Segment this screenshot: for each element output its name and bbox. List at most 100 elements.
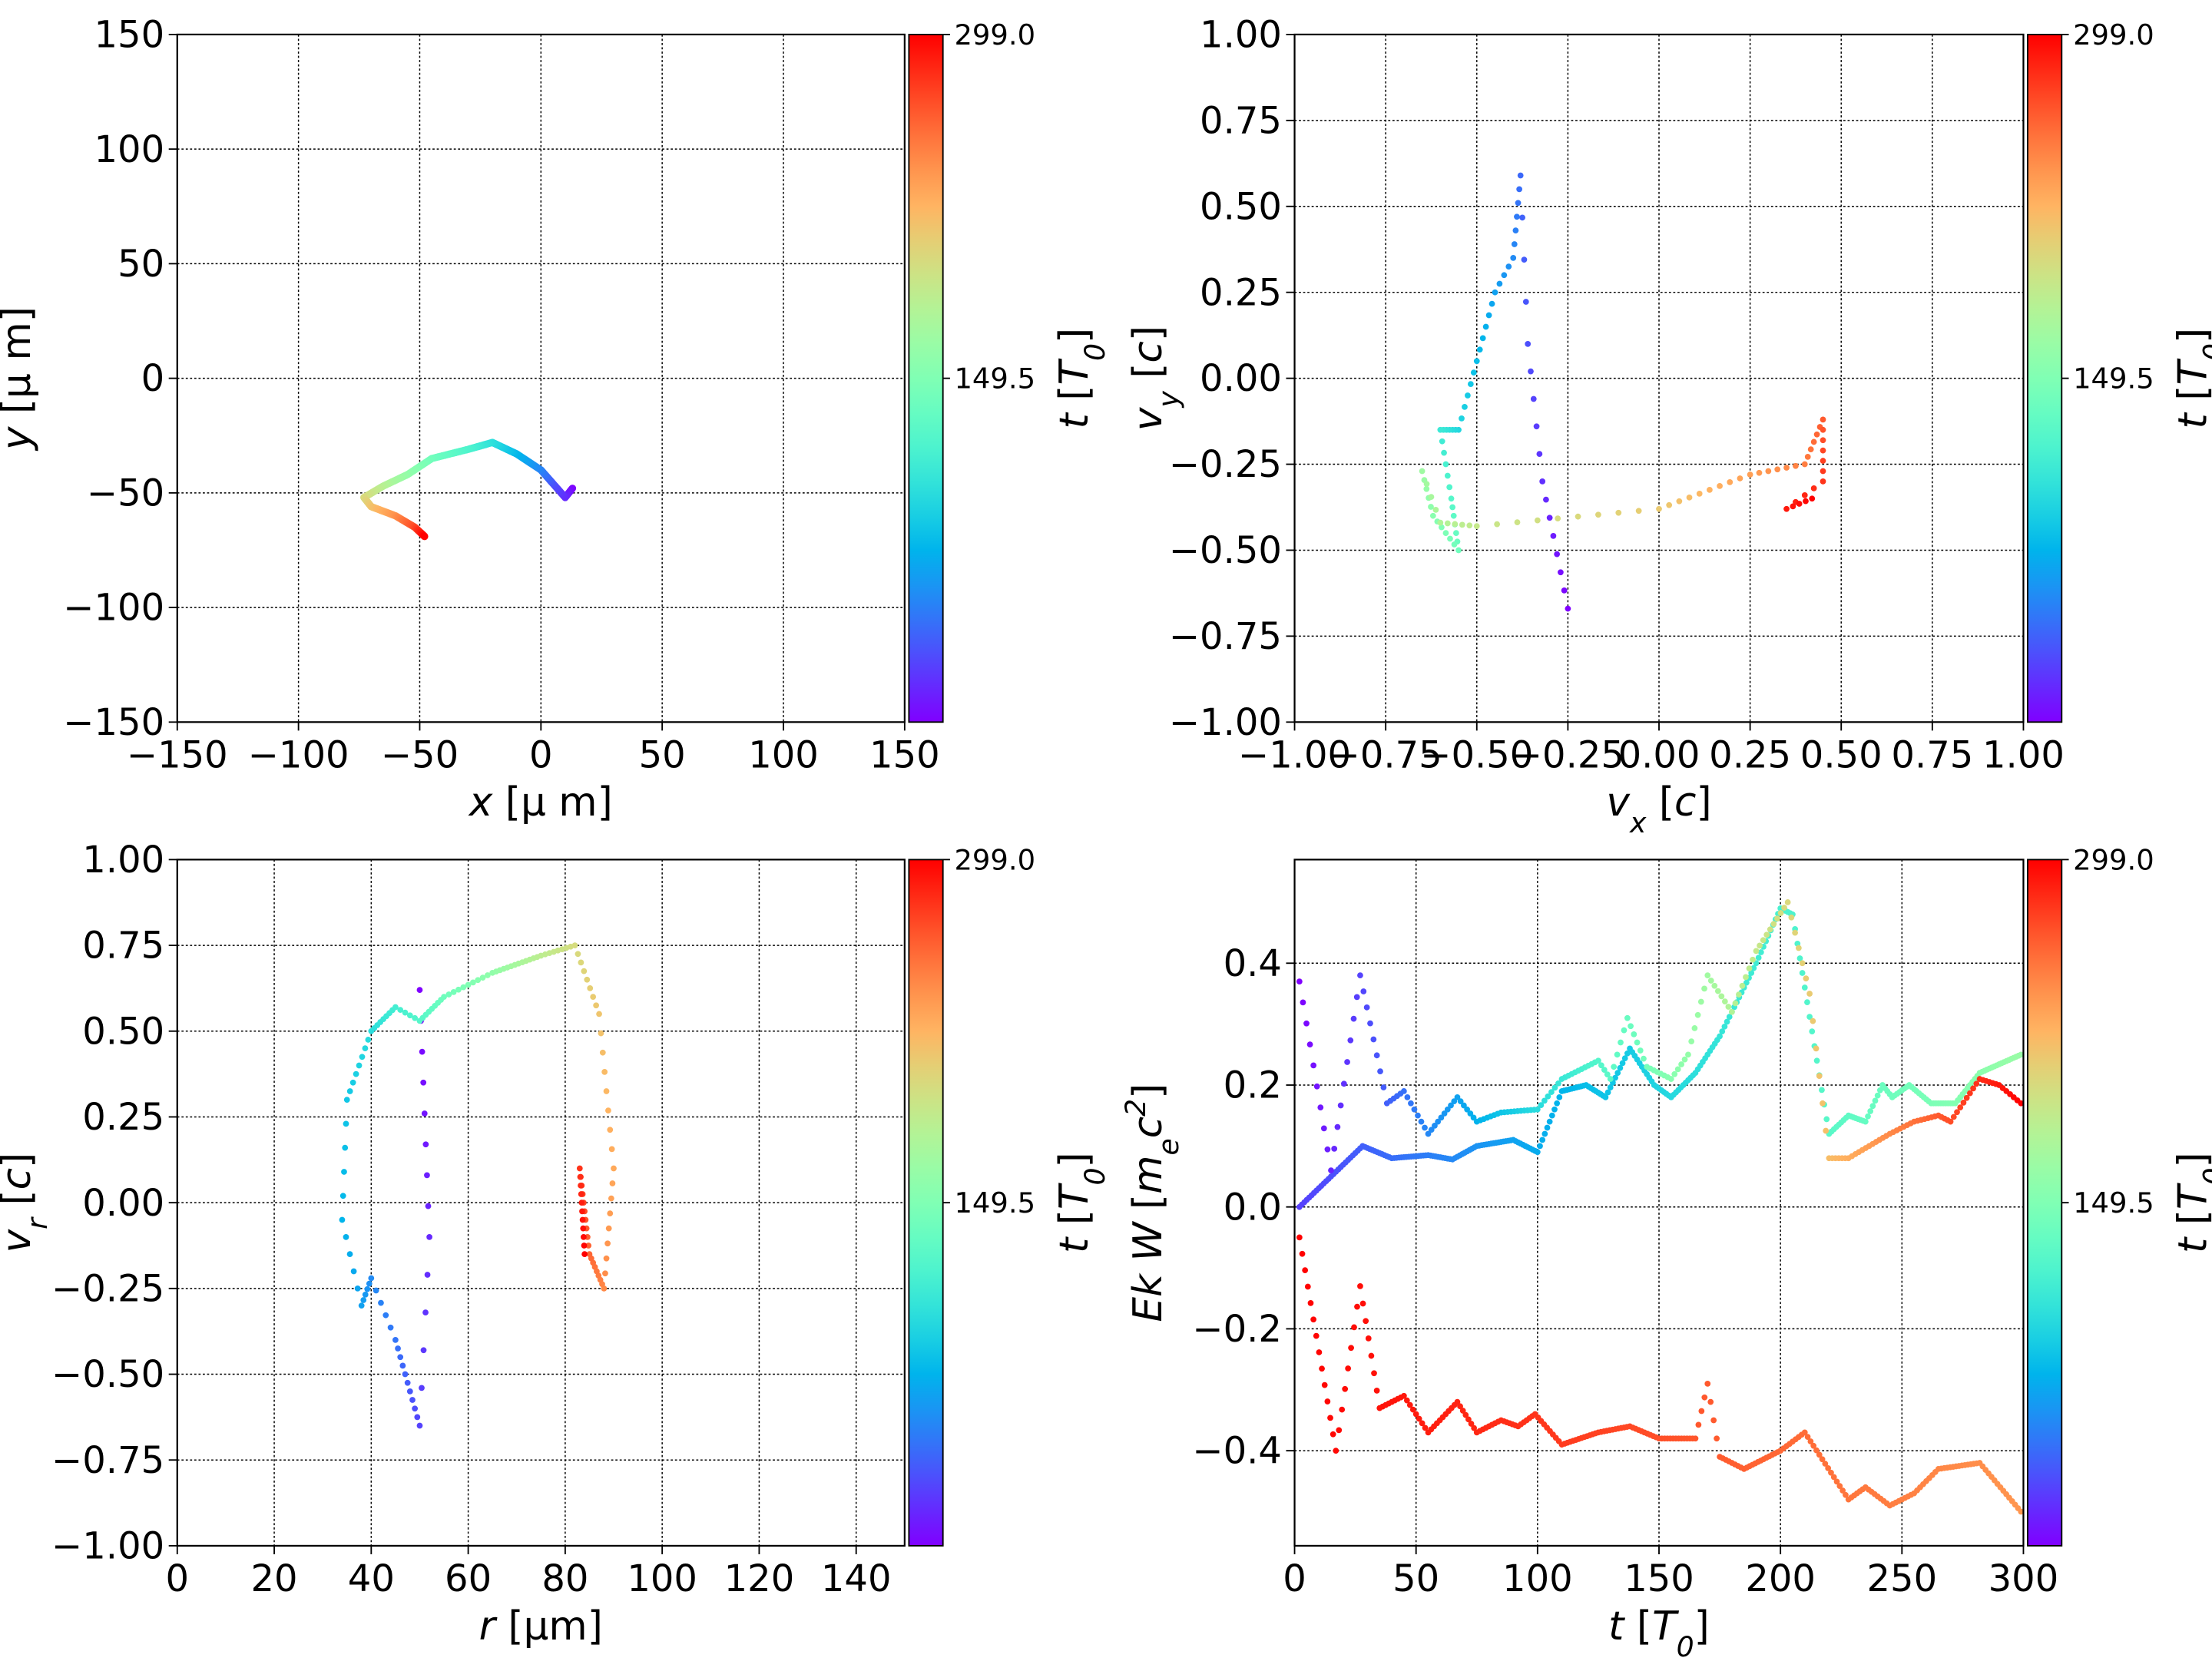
data-point	[1727, 479, 1734, 485]
data-point	[1448, 495, 1455, 502]
data-point	[1615, 509, 1622, 516]
y-tick-label: 1.00	[82, 839, 164, 882]
data-point	[1822, 1461, 1829, 1467]
data-point	[1488, 300, 1495, 307]
data-point	[1704, 972, 1711, 979]
data-point	[599, 1049, 606, 1056]
y-tick-label: 0.50	[1200, 185, 1282, 228]
data-point	[1820, 437, 1826, 444]
colorbar-gradient	[2027, 859, 2063, 1547]
data-point	[1492, 289, 1498, 296]
y-tick-label: 0.75	[82, 925, 164, 968]
data-point	[1432, 506, 1439, 513]
data-point	[1494, 521, 1501, 528]
data-point	[1801, 1429, 1808, 1436]
data-point	[1810, 1017, 1816, 1024]
data-point	[1565, 605, 1571, 612]
colorbar-tick-label: 299.0	[954, 18, 1035, 51]
data-point	[1459, 1408, 1466, 1414]
data-point	[1470, 369, 1477, 376]
x-tick-label: 120	[724, 1557, 795, 1600]
y-axis-label-part: [	[0, 1190, 40, 1218]
chart-panel-4: 0 50 100 150 200 250 300−0.4−0.20.00.20.4t [T0…	[1119, 843, 2212, 1663]
data-point	[1438, 1114, 1445, 1121]
data-point	[1777, 910, 1784, 916]
data-point	[1960, 1100, 1967, 1106]
data-point	[579, 1216, 586, 1223]
data-point	[1750, 965, 1757, 971]
x-tick-label: 50	[639, 733, 686, 776]
data-point	[1674, 1066, 1681, 1073]
data-point	[605, 1107, 611, 1113]
data-point	[1331, 1146, 1338, 1152]
data-point	[404, 1379, 411, 1386]
colorbar-label-part: 0	[2197, 1167, 2212, 1185]
y-tick-label: −0.75	[1169, 615, 1282, 658]
y-tick-label: −150	[63, 701, 164, 744]
data-point	[1448, 1102, 1454, 1109]
data-point	[373, 1287, 379, 1294]
data-point	[1726, 1014, 1733, 1020]
series-radial-velocity	[339, 942, 617, 1429]
data-point	[1717, 483, 1723, 489]
data-point	[1607, 1076, 1614, 1082]
data-point	[1604, 1071, 1611, 1077]
y-axis-label-part: r	[20, 1216, 53, 1229]
data-point	[2018, 1100, 2025, 1107]
colorbar: 149.5 299.0 t [T0]	[908, 18, 1111, 723]
data-point	[1792, 929, 1799, 936]
data-point	[1554, 1100, 1561, 1107]
data-point	[1548, 1112, 1555, 1119]
data-point	[1453, 530, 1459, 536]
data-point	[1602, 1094, 1609, 1100]
data-point	[1635, 508, 1642, 515]
data-point	[1701, 985, 1707, 992]
y-tick-label: −50	[87, 472, 164, 515]
data-point	[578, 959, 584, 966]
data-point	[1820, 416, 1826, 423]
data-point	[1353, 994, 1360, 1001]
colorbar-label: t [T0]	[2171, 328, 2212, 429]
data-point	[1710, 1417, 1717, 1424]
x-axis-label-part: v	[1606, 779, 1631, 826]
y-axis-label-part: [μ m]	[0, 306, 40, 426]
y-tick-label: 0.2	[1224, 1064, 1282, 1107]
data-point	[1874, 1092, 1881, 1099]
colorbar-label: t [T0]	[1051, 328, 1111, 429]
data-point	[1607, 1084, 1614, 1091]
colorbar-tick-label: 299.0	[954, 843, 1035, 876]
data-point	[460, 984, 467, 991]
x-tick-label: 50	[1392, 1557, 1439, 1600]
data-point	[1441, 449, 1447, 456]
y-tick-label: −0.50	[51, 1353, 164, 1396]
data-point	[1656, 505, 1662, 512]
y-tick-label: −1.00	[1169, 701, 1282, 744]
data-point	[339, 1216, 346, 1223]
x-axis-label-part: c	[1674, 779, 1696, 826]
data-point	[581, 1242, 588, 1249]
data-point	[1810, 1442, 1817, 1449]
axes-frame	[176, 33, 906, 723]
x-tick-label: −0.75	[1330, 733, 1442, 776]
data-point	[1809, 1028, 1816, 1035]
data-point	[1467, 381, 1474, 387]
data-point	[1377, 1068, 1383, 1075]
data-point	[1340, 1080, 1347, 1087]
data-point	[1470, 1114, 1477, 1121]
data-point	[1447, 535, 1453, 542]
data-point	[1867, 1108, 1874, 1114]
data-point	[1806, 1014, 1813, 1020]
data-point	[1373, 1052, 1380, 1059]
data-point	[1770, 921, 1777, 928]
y-axis-label-part: y	[1152, 391, 1185, 409]
data-point	[1717, 1033, 1723, 1040]
data-point	[1403, 1397, 1410, 1404]
x-axis-label: x [μ m]	[468, 779, 613, 826]
data-point	[1763, 931, 1770, 938]
data-point	[1820, 458, 1826, 464]
data-point	[1813, 1447, 1820, 1454]
data-point	[1767, 926, 1773, 933]
chart-panel-1: −150 −100 −50 0 50 100 150 −150 −100 −50 0 50 100 150…	[0, 14, 1111, 826]
data-point	[362, 1292, 369, 1298]
data-point	[1781, 905, 1787, 911]
